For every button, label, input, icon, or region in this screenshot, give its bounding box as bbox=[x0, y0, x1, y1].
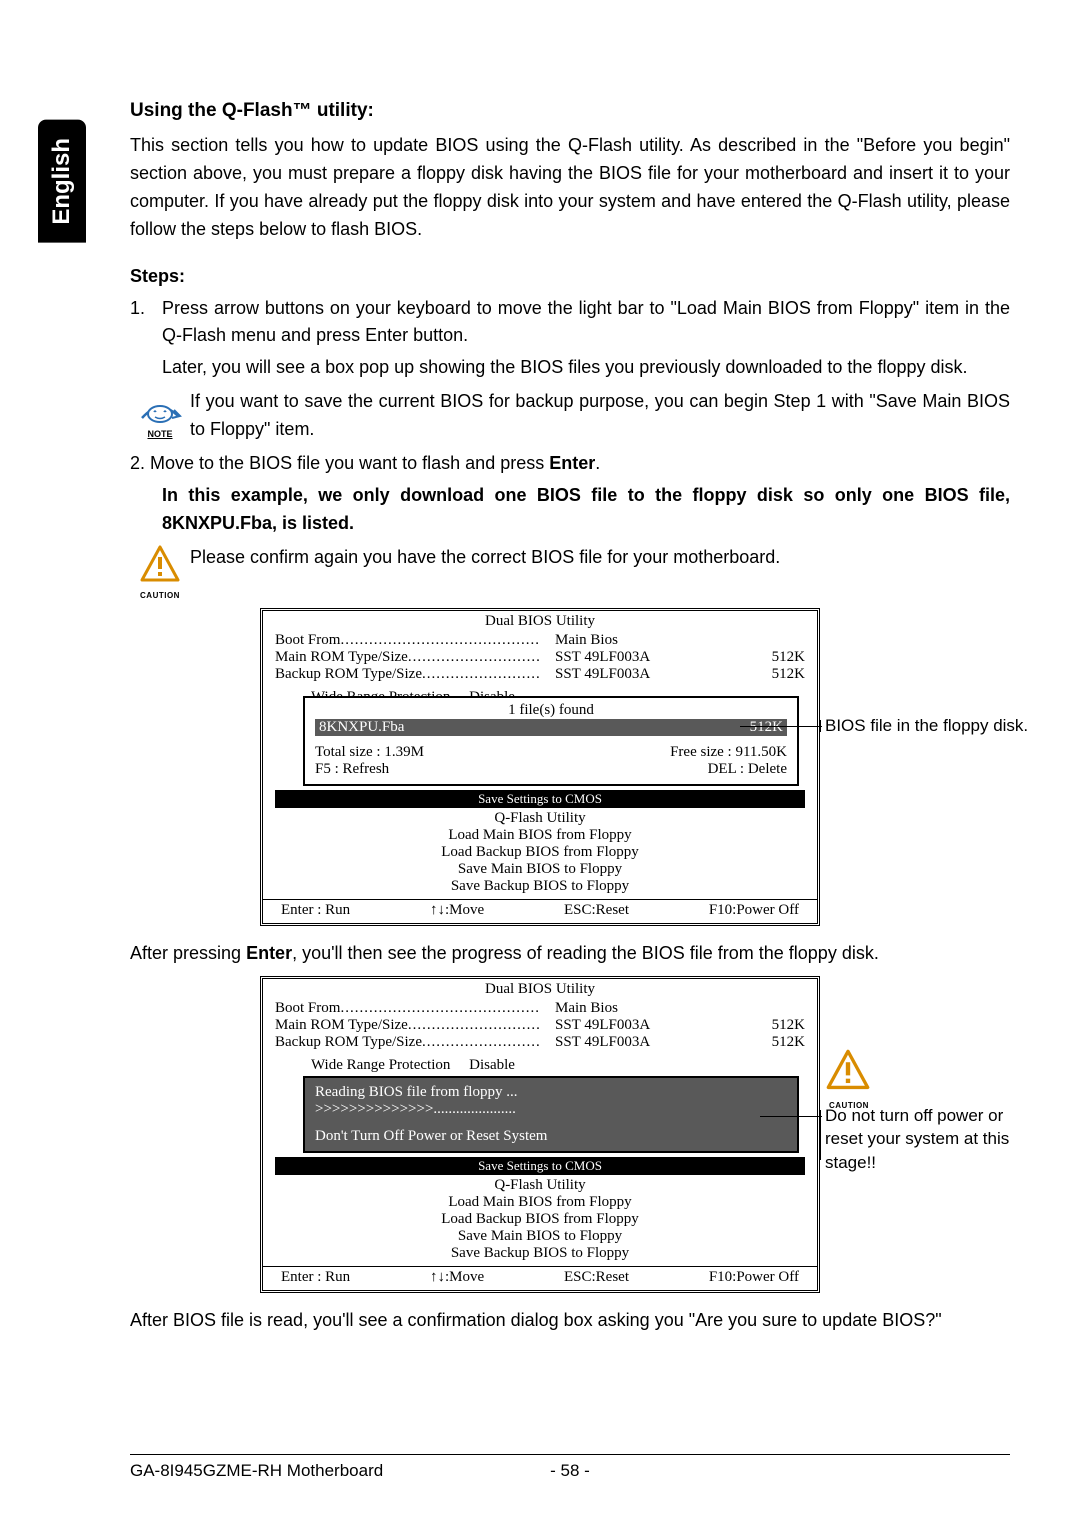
footer-esc: ESC:Reset bbox=[564, 902, 629, 919]
main-rom-size: 512K bbox=[735, 649, 805, 666]
bios-utility-box-2: Dual BIOS Utility Boot From ............… bbox=[260, 976, 820, 1293]
bios-utility-box-1: Dual BIOS Utility Boot From ............… bbox=[260, 608, 820, 926]
caution-label: CAUTION bbox=[130, 591, 190, 600]
page-footer: GA-8I945GZME-RH Motherboard - 58 - bbox=[130, 1454, 1010, 1481]
util-item-3[interactable]: Save Backup BIOS to Floppy bbox=[263, 878, 817, 895]
util-item-2[interactable]: Save Main BIOS to Floppy bbox=[263, 861, 817, 878]
reading-line-3: Don't Turn Off Power or Reset System bbox=[315, 1128, 787, 1145]
boot-from-label: Boot From bbox=[275, 632, 340, 649]
caution-icon: CAUTION bbox=[130, 544, 190, 600]
popup-filename: 8KNXPU.Fba bbox=[319, 719, 404, 736]
popup-file-row[interactable]: 8KNXPU.Fba 512K bbox=[315, 719, 787, 736]
file-popup: 1 file(s) found 8KNXPU.Fba 512K Total si… bbox=[303, 696, 799, 786]
popup-title: 1 file(s) found bbox=[502, 702, 600, 719]
step-1: 1. Press arrow buttons on your keyboard … bbox=[130, 295, 1010, 351]
popup-del: DEL : Delete bbox=[708, 761, 787, 778]
step-2-enter: Enter bbox=[549, 453, 595, 473]
footer-page-number: - 58 - bbox=[530, 1461, 610, 1481]
bios-title: Dual BIOS Utility bbox=[263, 611, 817, 632]
util-item-0[interactable]: Load Main BIOS from Floppy bbox=[263, 827, 817, 844]
backup-rom-size: 512K bbox=[735, 666, 805, 683]
steps-heading: Steps: bbox=[130, 266, 1010, 287]
main-rom-val: SST 49LF003A bbox=[555, 649, 735, 666]
caution-block-1: CAUTION Please confirm again you have th… bbox=[130, 544, 1010, 600]
boot-from-val: Main Bios bbox=[555, 632, 735, 649]
callout-2-icon: CAUTION bbox=[825, 1048, 1035, 1112]
note-label: NOTE bbox=[130, 429, 190, 439]
bios-title-2: Dual BIOS Utility bbox=[263, 979, 817, 1000]
after-enter-prefix: After pressing bbox=[130, 943, 246, 963]
footer-f10: F10:Power Off bbox=[709, 902, 799, 919]
black-bar: Save Settings to CMOS bbox=[275, 790, 805, 808]
after-read-text: After BIOS file is read, you'll see a co… bbox=[130, 1307, 1010, 1335]
reading-line-2: >>>>>>>>>>>>>>...................... bbox=[315, 1101, 787, 1118]
step-1-number: 1. bbox=[130, 295, 162, 351]
popup-total: Total size : 1.39M bbox=[315, 744, 424, 761]
after-enter-bold: Enter bbox=[246, 943, 292, 963]
popup-filesize: 512K bbox=[750, 719, 783, 736]
footer-move: ↑↓:Move bbox=[430, 902, 484, 919]
language-tab: English bbox=[38, 120, 86, 243]
callout-2: Do not turn off power or reset your syst… bbox=[825, 1104, 1035, 1175]
section-heading: Using the Q-Flash™ utility: bbox=[130, 100, 1010, 122]
backup-rom-label: Backup ROM Type/Size bbox=[275, 666, 422, 683]
note-text: If you want to save the current BIOS for… bbox=[190, 388, 1010, 444]
popup-free: Free size : 911.50K bbox=[670, 744, 787, 761]
reading-line-1: Reading BIOS file from floppy ... bbox=[315, 1084, 787, 1101]
backup-rom-val: SST 49LF003A bbox=[555, 666, 735, 683]
main-rom-label: Main ROM Type/Size bbox=[275, 649, 408, 666]
popup-f5: F5 : Refresh bbox=[315, 761, 389, 778]
note-block: NOTE If you want to save the current BIO… bbox=[130, 388, 1010, 444]
callout-1: BIOS file in the floppy disk. bbox=[825, 714, 1035, 738]
footer-enter: Enter : Run bbox=[281, 902, 350, 919]
intro-text: This section tells you how to update BIO… bbox=[130, 132, 1010, 244]
util-title: Q-Flash Utility bbox=[263, 810, 817, 827]
step-2-prefix: 2. Move to the BIOS file you want to fla… bbox=[130, 453, 549, 473]
step-1-text: Press arrow buttons on your keyboard to … bbox=[162, 295, 1010, 351]
after-enter-text: After pressing Enter, you'll then see th… bbox=[130, 940, 1010, 968]
step-1-subtext: Later, you will see a box pop up showing… bbox=[162, 354, 1010, 382]
footer-left: GA-8I945GZME-RH Motherboard bbox=[130, 1461, 530, 1481]
note-icon: NOTE bbox=[130, 388, 190, 439]
step-2: 2. Move to the BIOS file you want to fla… bbox=[130, 450, 1010, 478]
caution-1-text: Please confirm again you have the correc… bbox=[190, 544, 1010, 572]
after-enter-suffix: , you'll then see the progress of readin… bbox=[292, 943, 879, 963]
step-2-suffix: . bbox=[595, 453, 600, 473]
reading-box: Reading BIOS file from floppy ... >>>>>>… bbox=[303, 1076, 799, 1153]
step-2-example: In this example, we only download one BI… bbox=[162, 482, 1010, 538]
util-item-1[interactable]: Load Backup BIOS from Floppy bbox=[263, 844, 817, 861]
black-bar-2: Save Settings to CMOS bbox=[275, 1157, 805, 1175]
page-content: Using the Q-Flash™ utility: This section… bbox=[130, 100, 1010, 1338]
